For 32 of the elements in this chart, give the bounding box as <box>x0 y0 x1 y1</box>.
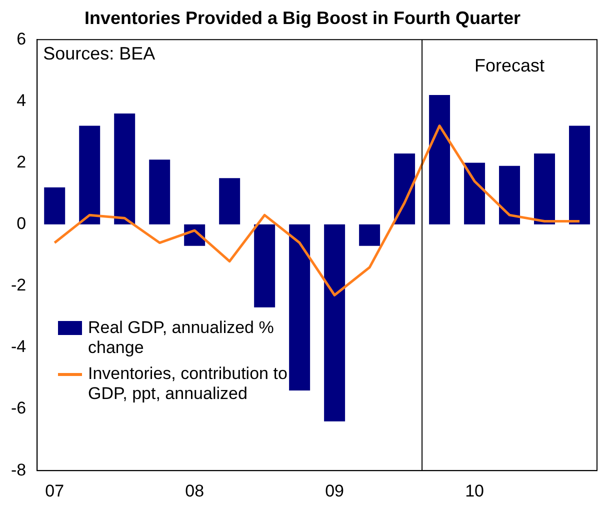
legend-label: Real GDP, annualized % change <box>88 318 275 358</box>
chart-title: Inventories Provided a Big Boost in Fourth Quarter <box>84 8 521 28</box>
bar <box>464 162 486 224</box>
y-tick-label: -4 <box>10 337 26 356</box>
bar <box>324 224 346 422</box>
bar <box>79 126 100 224</box>
y-tick-label: -6 <box>10 398 26 418</box>
x-tick-label: 07 <box>45 481 64 500</box>
annotation: Forecast <box>474 56 545 76</box>
y-tick-label: 4 <box>16 90 26 110</box>
bar <box>359 224 380 246</box>
bar <box>499 166 520 224</box>
x-tick-label: 08 <box>185 481 204 500</box>
legend-label: Inventories, contribution to GDP, ppt, annualized <box>88 364 288 404</box>
y-tick-label: 2 <box>16 152 26 172</box>
annotation: Sources: BEA <box>43 44 156 64</box>
y-tick-label: -2 <box>10 276 26 295</box>
bar <box>534 154 556 224</box>
x-tick-label: 10 <box>465 481 484 500</box>
bar <box>394 154 416 224</box>
y-tick-label: 6 <box>16 29 26 48</box>
y-tick-label: -8 <box>10 460 26 480</box>
bar <box>114 113 136 224</box>
x-tick-label: 09 <box>325 481 344 500</box>
bar <box>254 224 276 308</box>
bar <box>569 126 590 224</box>
bar <box>219 178 240 224</box>
y-tick-label: 0 <box>16 214 26 233</box>
bar <box>149 160 170 224</box>
bar <box>44 187 66 224</box>
bar <box>429 95 450 224</box>
bar <box>289 224 310 391</box>
